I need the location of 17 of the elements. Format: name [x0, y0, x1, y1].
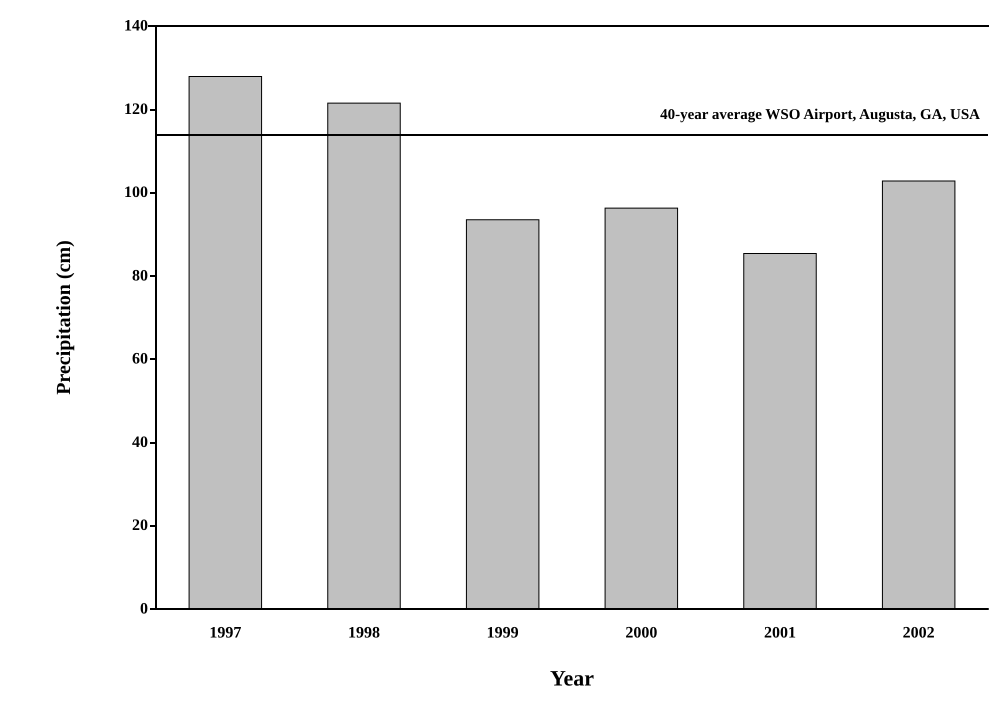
y-tick-label: 100	[124, 184, 148, 202]
ref-line-label: 40-year average WSO Airport, Augusta, GA, USA	[660, 106, 980, 123]
y-axis-title: Precipitation (cm)	[53, 240, 75, 395]
x-axis-title: Year	[550, 666, 594, 690]
y-tick-label: 0	[140, 600, 148, 618]
y-tick-label: 140	[124, 18, 148, 34]
x-tick-label: 1997	[209, 624, 242, 642]
x-tick-label: 1999	[486, 624, 519, 642]
x-tick-label: 2000	[625, 624, 658, 642]
y-tick-label: 120	[124, 100, 148, 118]
y-tick-label: 60	[132, 350, 148, 368]
x-tick-label: 2002	[902, 624, 935, 642]
x-tick-label: 2001	[764, 624, 796, 642]
y-tick-label: 20	[132, 517, 148, 534]
y-tick-label: 40	[132, 434, 148, 451]
x-tick-label: 1998	[348, 624, 380, 642]
y-tick-label: 80	[132, 267, 148, 284]
